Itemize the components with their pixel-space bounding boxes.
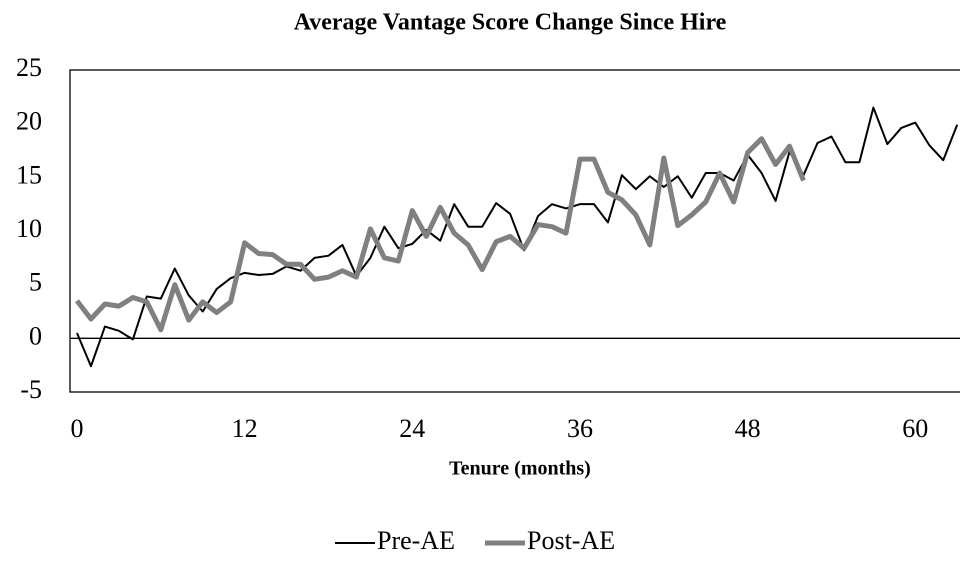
x-tick-label: 36 [567, 414, 593, 443]
legend-label: Post-AE [527, 526, 615, 555]
y-tick-label: 10 [16, 214, 42, 243]
x-tick-label: 60 [902, 414, 928, 443]
series-line [76, 106, 959, 368]
x-tick-label: 48 [735, 414, 761, 443]
series-line [75, 136, 806, 333]
y-tick-label: 25 [16, 53, 42, 82]
y-tick-label: 5 [29, 268, 42, 297]
y-tick-label: -5 [20, 375, 42, 404]
x-tick-label: 0 [70, 414, 83, 443]
chart-title: Average Vantage Score Change Since Hire [294, 10, 727, 36]
y-tick-label: 15 [16, 160, 42, 189]
legend-label: Pre-AE [377, 526, 455, 555]
x-tick-label: 24 [399, 414, 425, 443]
x-tick-label: 12 [232, 414, 258, 443]
x-axis-title: Tenure (months) [449, 458, 591, 480]
y-tick-label: 20 [16, 107, 42, 136]
plot-frame [69, 69, 960, 393]
y-tick-label: 0 [29, 321, 42, 350]
